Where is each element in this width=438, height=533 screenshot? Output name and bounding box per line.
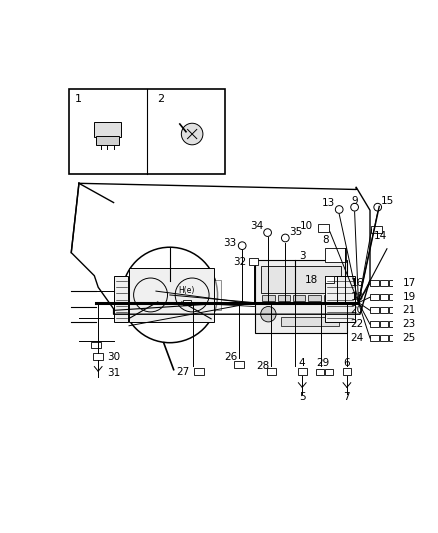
Text: 25: 25: [403, 333, 416, 343]
Text: 22: 22: [350, 319, 364, 329]
Bar: [389, 294, 397, 301]
Text: 17: 17: [403, 278, 416, 288]
Bar: [371, 225, 381, 233]
Bar: [343, 368, 351, 375]
Bar: [262, 295, 275, 301]
Bar: [380, 335, 388, 341]
Bar: [389, 280, 397, 287]
Bar: [371, 280, 379, 287]
Text: 30: 30: [107, 352, 120, 361]
Circle shape: [264, 229, 272, 237]
Text: H(e): H(e): [179, 286, 195, 295]
Bar: [282, 317, 339, 326]
Text: 31: 31: [107, 368, 120, 378]
Bar: [94, 122, 121, 137]
Text: 4: 4: [299, 358, 306, 368]
Bar: [278, 295, 290, 301]
Text: 35: 35: [289, 227, 302, 237]
Bar: [318, 224, 329, 232]
Bar: [324, 295, 336, 301]
Text: 16: 16: [350, 278, 364, 288]
Bar: [325, 276, 355, 322]
Text: 8: 8: [322, 235, 329, 245]
Text: 32: 32: [233, 257, 246, 267]
Text: 15: 15: [381, 196, 394, 206]
Text: 10: 10: [300, 221, 313, 231]
Bar: [380, 308, 388, 313]
Circle shape: [351, 203, 358, 211]
Text: 2: 2: [157, 94, 164, 103]
Text: 3: 3: [299, 252, 306, 262]
Circle shape: [325, 306, 341, 322]
Text: 18: 18: [304, 274, 318, 285]
Text: 9: 9: [351, 196, 358, 206]
Circle shape: [261, 306, 276, 322]
Bar: [380, 321, 388, 327]
Bar: [380, 294, 388, 301]
Text: 27: 27: [176, 367, 189, 377]
Text: 14: 14: [374, 231, 387, 241]
Text: 13: 13: [321, 198, 335, 208]
Text: 33: 33: [223, 238, 236, 248]
Text: 7: 7: [343, 392, 350, 401]
Circle shape: [238, 242, 246, 249]
Text: 24: 24: [350, 333, 364, 343]
Bar: [69, 90, 225, 174]
Bar: [96, 136, 119, 145]
Bar: [298, 368, 307, 375]
Bar: [389, 308, 397, 313]
Bar: [371, 308, 379, 313]
Bar: [325, 276, 334, 283]
Bar: [371, 321, 379, 327]
Text: 18: 18: [350, 292, 364, 302]
Bar: [118, 280, 221, 310]
Text: 5: 5: [299, 392, 306, 401]
Circle shape: [336, 206, 343, 213]
Text: 28: 28: [257, 361, 270, 371]
Bar: [267, 368, 276, 375]
Bar: [380, 280, 388, 287]
Bar: [293, 295, 305, 301]
Text: 21: 21: [403, 305, 416, 316]
Bar: [325, 369, 333, 375]
Text: 26: 26: [224, 352, 237, 361]
Text: 34: 34: [251, 221, 264, 231]
Bar: [254, 260, 347, 334]
Bar: [249, 259, 258, 265]
Bar: [183, 300, 191, 305]
Text: 6: 6: [343, 358, 350, 368]
Bar: [389, 335, 397, 341]
Bar: [371, 335, 379, 341]
Text: 1: 1: [74, 94, 81, 103]
Bar: [308, 295, 321, 301]
Bar: [261, 266, 341, 294]
Circle shape: [181, 123, 203, 145]
Text: 29: 29: [316, 358, 330, 368]
Bar: [129, 268, 214, 322]
Bar: [91, 342, 100, 348]
Bar: [93, 353, 103, 360]
Bar: [371, 294, 379, 301]
Bar: [389, 321, 397, 327]
Circle shape: [282, 234, 289, 242]
Bar: [316, 369, 324, 375]
Circle shape: [374, 203, 381, 211]
Text: 23: 23: [403, 319, 416, 329]
Bar: [325, 248, 346, 262]
Circle shape: [156, 281, 184, 309]
Bar: [194, 368, 204, 375]
Text: 20: 20: [351, 305, 364, 316]
Text: 19: 19: [403, 292, 416, 302]
Bar: [114, 276, 128, 322]
Bar: [234, 361, 244, 368]
